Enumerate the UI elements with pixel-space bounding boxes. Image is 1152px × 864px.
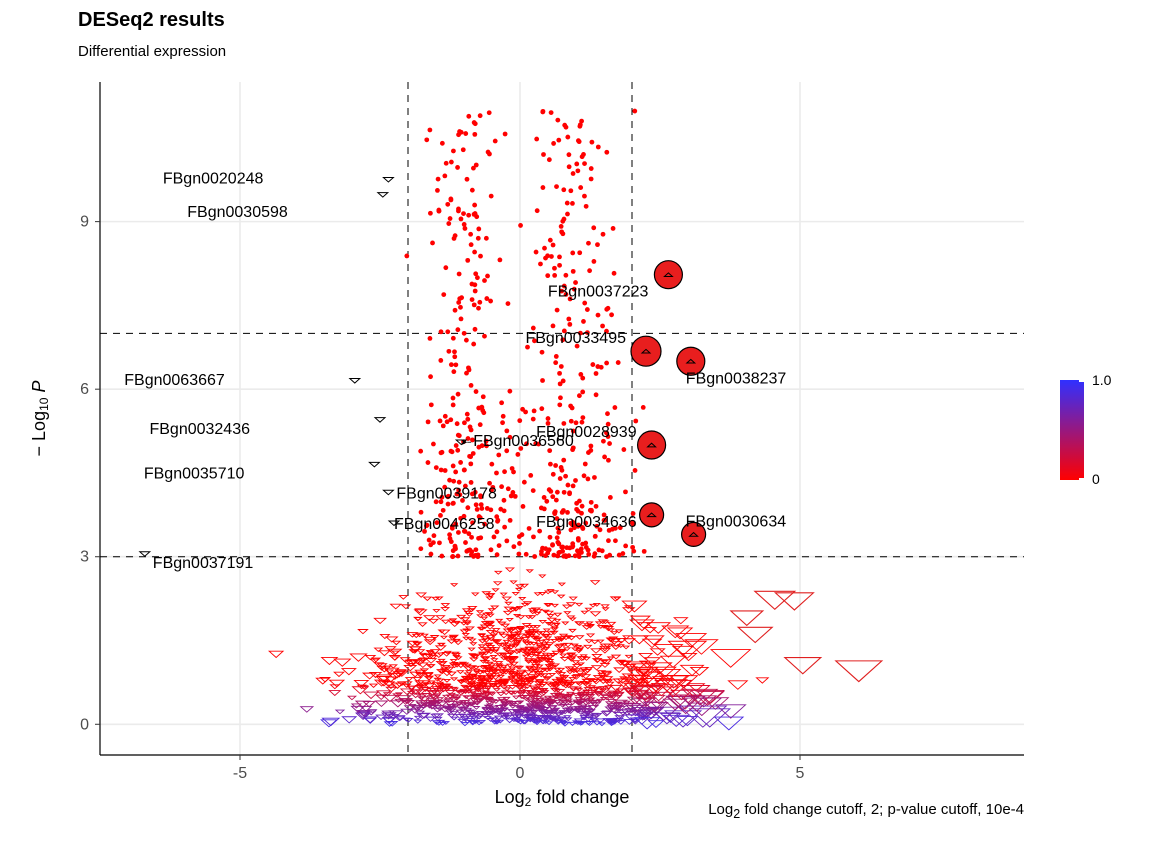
color-legend: 1.00 — [1060, 372, 1112, 487]
svg-text:FBgn0033495: FBgn0033495 — [525, 330, 626, 347]
svg-text:FBgn0032436: FBgn0032436 — [149, 421, 250, 438]
svg-text:FBgn0039178: FBgn0039178 — [396, 486, 497, 503]
svg-text:3: 3 — [80, 549, 89, 566]
svg-text:FBgn0034636: FBgn0034636 — [536, 514, 637, 531]
svg-text:5: 5 — [796, 765, 805, 782]
svg-text:1.0: 1.0 — [1092, 372, 1112, 388]
svg-text:FBgn0030634: FBgn0030634 — [686, 513, 787, 530]
svg-text:6: 6 — [80, 381, 89, 398]
svg-text:Log2 fold change: Log2 fold change — [495, 787, 630, 809]
svg-text:FBgn0038237: FBgn0038237 — [686, 370, 787, 387]
svg-text:FBgn0037223: FBgn0037223 — [548, 284, 649, 301]
svg-text:FBgn0063667: FBgn0063667 — [124, 372, 225, 389]
svg-text:-5: -5 — [233, 765, 247, 782]
svg-text:FBgn0035710: FBgn0035710 — [144, 466, 245, 483]
svg-text:9: 9 — [80, 214, 89, 231]
svg-text:FBgn0020248: FBgn0020248 — [163, 171, 264, 188]
svg-text:FBgn0046258: FBgn0046258 — [394, 516, 495, 533]
svg-text:0: 0 — [516, 765, 525, 782]
svg-text:− Log10 P: − Log10 P — [29, 381, 51, 457]
svg-text:FBgn0037191: FBgn0037191 — [153, 555, 254, 572]
volcano-plot: FBgn0020248 FBgn0030598 FBgn0037223 FBgn003… — [0, 0, 1152, 864]
svg-text:0: 0 — [80, 716, 89, 733]
svg-text:FBgn0030598: FBgn0030598 — [187, 204, 288, 221]
svg-text:0: 0 — [1092, 471, 1100, 487]
svg-text:FBgn0028939: FBgn0028939 — [536, 424, 637, 441]
